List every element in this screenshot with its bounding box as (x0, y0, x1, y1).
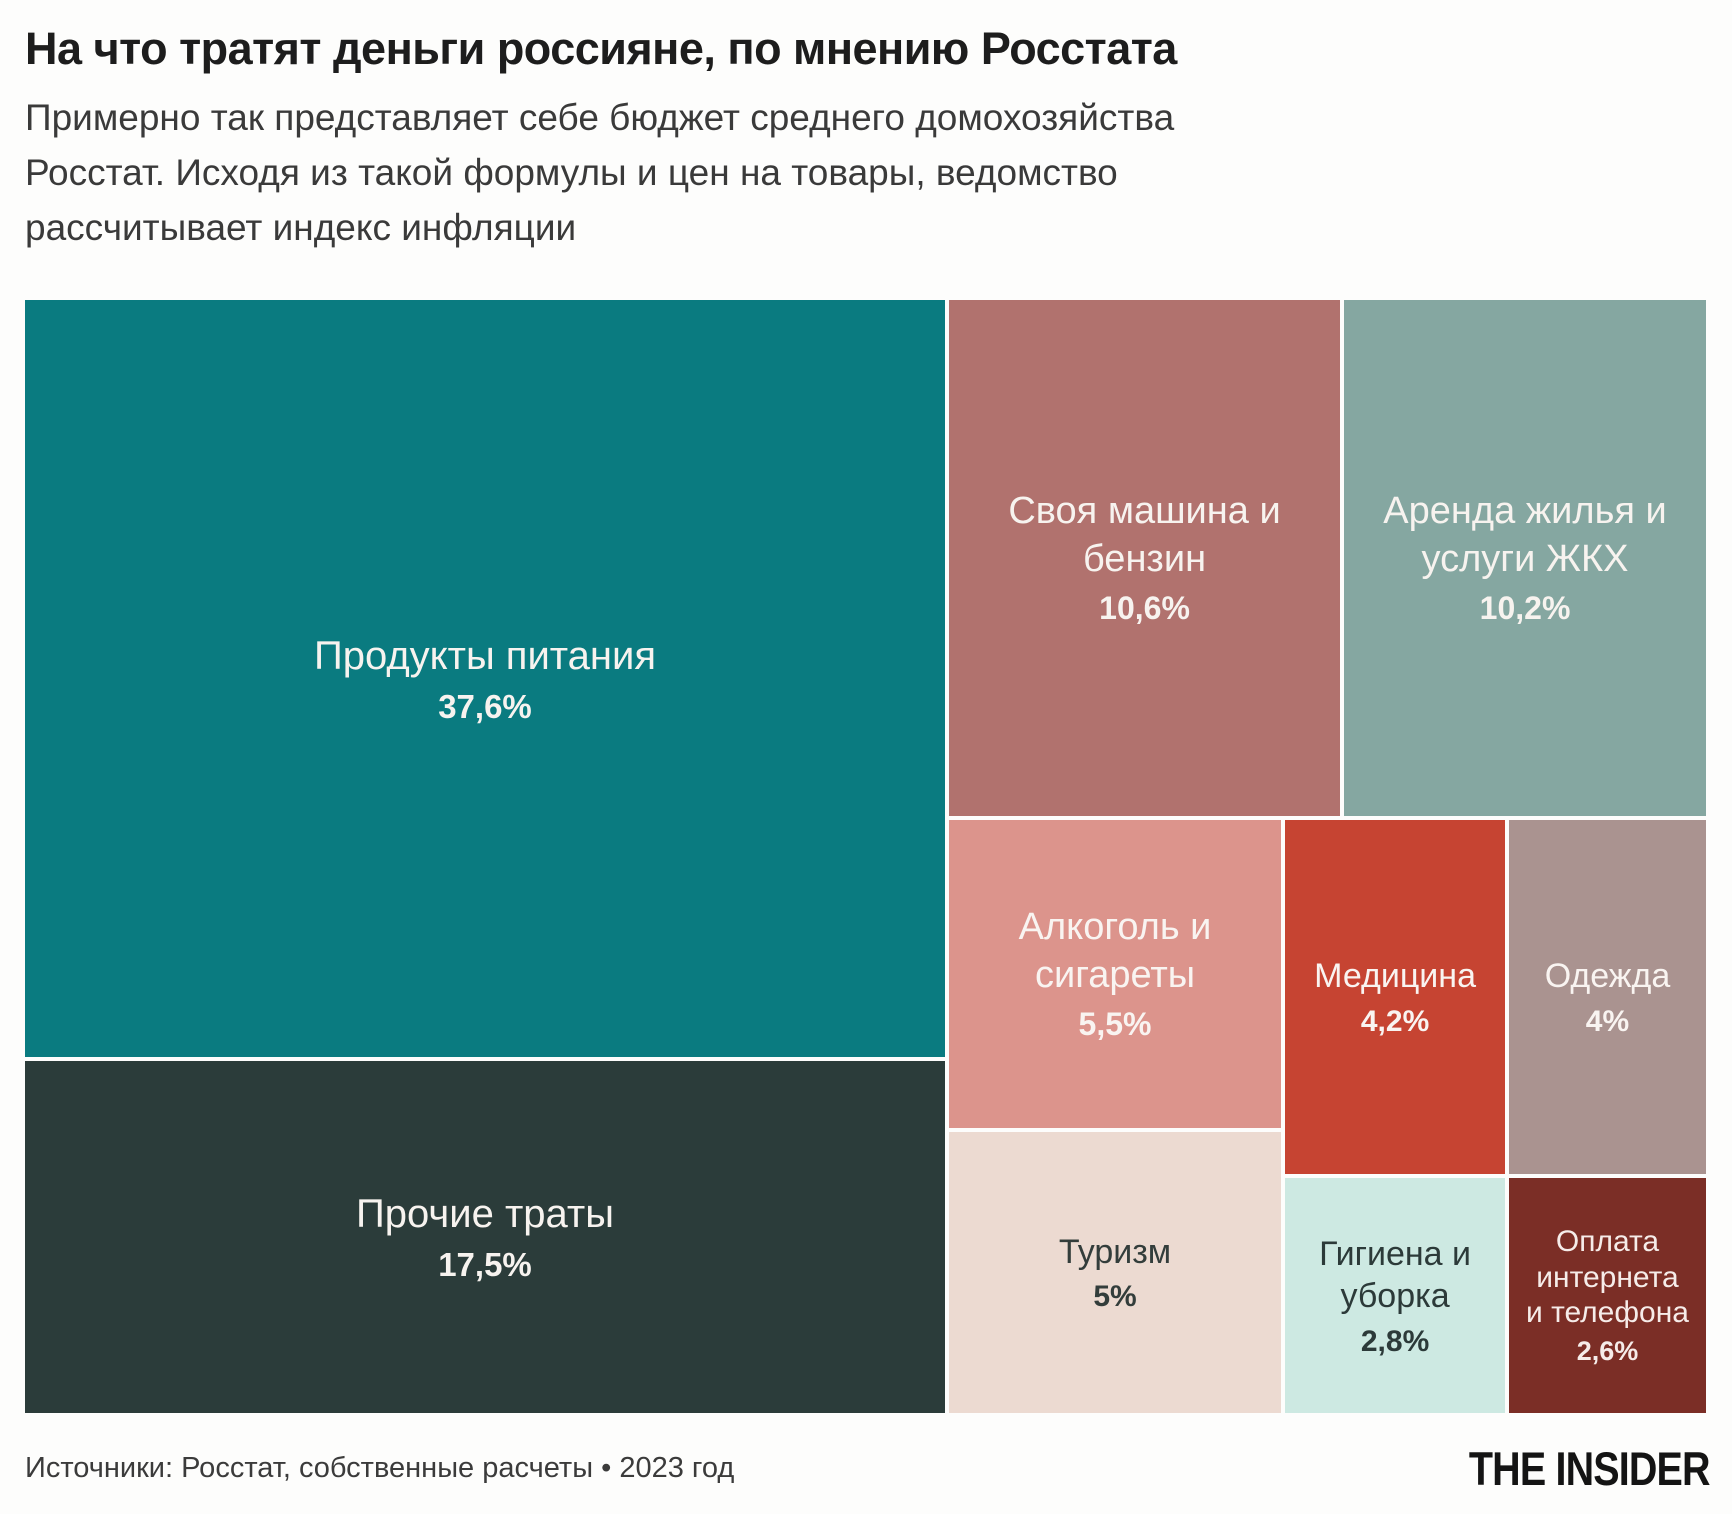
block-value-medicine: 4,2% (1360, 1004, 1430, 1038)
treemap-block-car-and-fuel: Своя машина и бензин 10,6% (949, 300, 1341, 816)
treemap-block-food: Продукты питания 37,6% (25, 300, 945, 1057)
treemap-block-rent-and-utilities: Аренда жилья и услуги ЖКХ 10,2% (1344, 300, 1706, 816)
block-label-clothing: Одежда (1544, 957, 1671, 996)
treemap-block-medicine: Медицина 4,2% (1285, 819, 1506, 1175)
block-label-tourism: Туризм (1058, 1232, 1172, 1271)
block-label-car-and-fuel: Своя машина и бензин (1008, 490, 1281, 580)
the-insider-logo: THE INSIDER (1469, 1442, 1711, 1495)
block-value-alcohol-and-cigarettes: 5,5% (1078, 1006, 1152, 1043)
treemap-block-hygiene-and-cleaning: Гигиена и уборка 2,8% (1285, 1178, 1506, 1413)
block-value-hygiene-and-cleaning: 2,8% (1360, 1324, 1430, 1358)
treemap-block-other-expenses: Прочие траты 17,5% (25, 1060, 945, 1413)
block-label-rent-and-utilities: Аренда жилья и услуги ЖКХ (1383, 490, 1667, 580)
treemap: Продукты питания 37,6% Прочие траты 17,5% Св… (25, 300, 1706, 1413)
block-value-other-expenses: 17,5% (438, 1246, 532, 1284)
block-label-other-expenses: Прочие траты (356, 1192, 614, 1237)
block-value-internet-and-phone: 2,6% (1576, 1335, 1639, 1366)
sources-note: Источники: Росстат, собственные расчеты … (25, 1452, 735, 1484)
block-label-alcohol-and-cigarettes: Алкоголь и сигареты (1018, 906, 1212, 996)
treemap-block-clothing: Одежда 4% (1508, 819, 1706, 1175)
block-label-internet-and-phone: Оплата интернета и телефона (1525, 1225, 1689, 1330)
block-label-medicine: Медицина (1314, 957, 1476, 996)
block-label-hygiene-and-cleaning: Гигиена и уборка (1319, 1234, 1472, 1316)
block-value-clothing: 4% (1585, 1004, 1630, 1038)
block-value-tourism: 5% (1093, 1280, 1137, 1314)
treemap-block-alcohol-and-cigarettes: Алкоголь и сигареты 5,5% (949, 819, 1282, 1128)
chart-subtitle: Примерно так представляет себе бюджет ср… (25, 97, 1175, 248)
block-label-food: Продукты питания (313, 633, 657, 678)
chart-title: На что тратят деньги россияне, по мнению… (25, 23, 1177, 74)
treemap-block-tourism: Туризм 5% (949, 1131, 1282, 1413)
treemap-block-internet-and-phone: Оплата интернета и телефона 2,6% (1508, 1178, 1706, 1413)
header: На что тратят деньги россияне, по мнению… (25, 22, 1705, 255)
block-value-rent-and-utilities: 10,2% (1479, 590, 1571, 627)
block-value-car-and-fuel: 10,6% (1099, 590, 1190, 627)
block-value-food: 37,6% (438, 687, 532, 725)
